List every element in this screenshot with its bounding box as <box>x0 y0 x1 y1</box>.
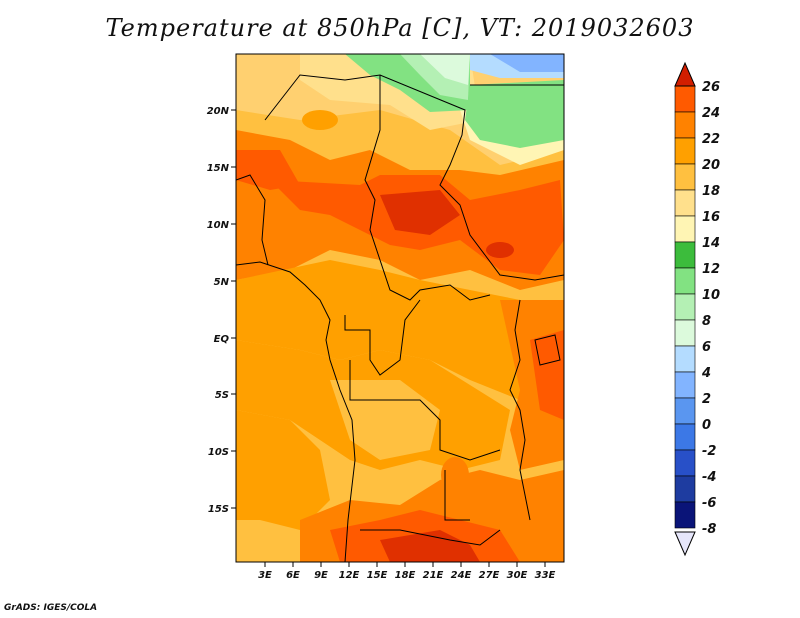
lon-tick-label: 6E <box>286 570 300 581</box>
colorbar-swatch <box>674 423 696 451</box>
country-borders <box>236 74 564 562</box>
colorbar-label: -6 <box>702 496 716 511</box>
lat-axis <box>231 109 236 509</box>
colorbar-label: 8 <box>702 314 711 329</box>
colorbar-swatches <box>674 85 696 529</box>
colorbar-swatch <box>674 137 696 165</box>
colorbar-label: 24 <box>702 106 720 121</box>
lat-tick-label: 5N <box>214 277 230 288</box>
lon-tick-label: 12E <box>339 570 360 581</box>
colorbar-label: -4 <box>702 470 716 485</box>
lat-tick-label: 20N <box>207 106 230 117</box>
colorbar-over-arrow <box>674 61 696 87</box>
colorbar-label: -8 <box>702 522 716 537</box>
lat-tick-label: 15N <box>207 163 230 174</box>
colorbar-label: 20 <box>702 158 720 173</box>
map-title: Temperature at 850hPa [C], VT: 201903260… <box>105 14 695 42</box>
colorbar-swatch <box>674 241 696 269</box>
colorbar-swatch <box>674 345 696 373</box>
lon-axis <box>264 562 546 567</box>
colorbar-swatch <box>674 319 696 347</box>
colorbar-label: 2 <box>702 392 711 407</box>
lat-tick-label: 10N <box>207 220 230 231</box>
colorbar-label: 0 <box>702 418 711 433</box>
lon-tick-label: 18E <box>395 570 416 581</box>
lat-tick-labels: 20N 15N 10N 5N EQ 5S 10S 15S <box>207 106 230 515</box>
temperature-field <box>236 54 564 562</box>
colorbar-swatch <box>674 293 696 321</box>
lon-tick-label: 9E <box>314 570 328 581</box>
colorbar-label: 26 <box>702 80 720 95</box>
colorbar-label: 16 <box>702 210 720 225</box>
colorbar-label: 18 <box>702 184 720 199</box>
lon-tick-labels: 3E 6E 9E 12E 15E 18E 21E 24E 27E 30E 33E <box>258 570 555 581</box>
lat-tick-label: 10S <box>208 447 229 458</box>
colorbar-label: 4 <box>701 366 711 381</box>
colorbar-swatch <box>674 163 696 191</box>
colorbar-swatch <box>674 449 696 477</box>
colorbar-swatch <box>674 397 696 425</box>
lat-tick-label: 5S <box>215 390 229 401</box>
colorbar-swatch <box>674 267 696 295</box>
colorbar-label: -2 <box>702 444 716 459</box>
lon-tick-label: 27E <box>479 570 500 581</box>
colorbar: 26 24 22 20 18 16 14 12 10 8 6 4 2 0 -2 … <box>674 61 720 557</box>
colorbar-label: 14 <box>702 236 720 251</box>
colorbar-swatch <box>674 501 696 529</box>
colorbar-label: 6 <box>702 340 711 355</box>
map-frame <box>235 53 565 563</box>
colorbar-swatch <box>674 475 696 503</box>
grads-credit: GrADS: IGES/COLA <box>4 603 98 613</box>
colorbar-swatch <box>674 371 696 399</box>
lon-tick-label: 21E <box>423 570 444 581</box>
lon-tick-label: 30E <box>507 570 528 581</box>
colorbar-labels: 26 24 22 20 18 16 14 12 10 8 6 4 2 0 -2 … <box>701 80 720 537</box>
colorbar-label: 10 <box>702 288 720 303</box>
colorbar-swatch <box>674 189 696 217</box>
colorbar-under-arrow <box>674 531 696 557</box>
colorbar-swatch <box>674 215 696 243</box>
colorbar-label: 12 <box>702 262 720 277</box>
lon-tick-label: 3E <box>258 570 272 581</box>
lat-tick-label: 15S <box>208 504 229 515</box>
lon-tick-label: 33E <box>535 570 556 581</box>
colorbar-label: 22 <box>702 132 720 147</box>
lon-tick-label: 15E <box>367 570 388 581</box>
lon-tick-label: 24E <box>451 570 472 581</box>
colorbar-swatch <box>674 111 696 139</box>
colorbar-swatch <box>674 85 696 113</box>
lat-tick-label: EQ <box>214 334 230 345</box>
